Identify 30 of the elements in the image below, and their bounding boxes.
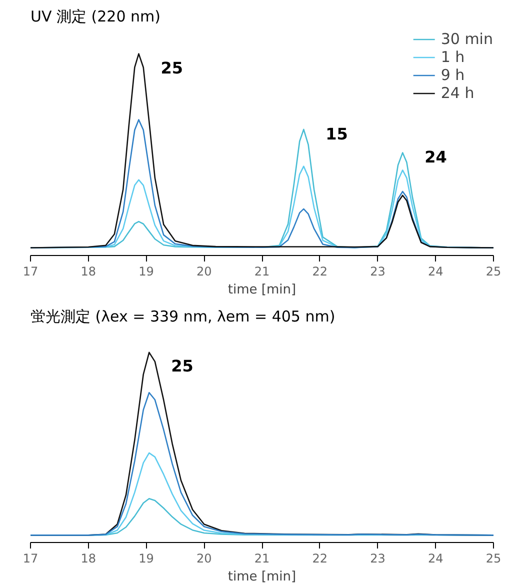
- x-tick-label: 17: [22, 552, 38, 566]
- chart-title: UV 測定 (220 nm): [30, 8, 160, 26]
- x-tick-label: 24: [428, 264, 444, 278]
- x-tick-label: 19: [138, 552, 154, 566]
- x-tick-label: 23: [370, 264, 386, 278]
- legend-label: 30 min: [440, 30, 493, 48]
- x-tick-label: 21: [254, 264, 270, 278]
- x-tick-label: 24: [428, 552, 444, 566]
- x-tick-label: 22: [312, 552, 328, 566]
- legend-label: 1 h: [440, 48, 465, 66]
- x-tick-label: 21: [254, 552, 270, 566]
- chart-title: 蛍光測定 (λex = 339 nm, λem = 405 nm): [30, 308, 336, 326]
- x-tick-label: 19: [138, 264, 154, 278]
- annotation: 25: [171, 356, 194, 376]
- x-tick-label: 25: [486, 264, 502, 278]
- x-tick-label: 23: [370, 552, 386, 566]
- x-axis-title: time [min]: [228, 570, 296, 584]
- x-tick-label: 18: [80, 552, 96, 566]
- legend-label: 24 h: [440, 84, 474, 102]
- x-tick-label: 18: [80, 264, 96, 278]
- x-tick-label: 20: [196, 264, 212, 278]
- annotation: 25: [160, 58, 183, 78]
- x-tick-label: 25: [486, 552, 502, 566]
- x-tick-label: 22: [312, 264, 328, 278]
- x-axis-title: time [min]: [228, 282, 296, 298]
- x-tick-label: 17: [22, 264, 38, 278]
- legend-label: 9 h: [440, 66, 465, 84]
- annotation: 24: [424, 148, 447, 167]
- x-tick-label: 20: [196, 552, 212, 566]
- annotation: 15: [326, 124, 348, 144]
